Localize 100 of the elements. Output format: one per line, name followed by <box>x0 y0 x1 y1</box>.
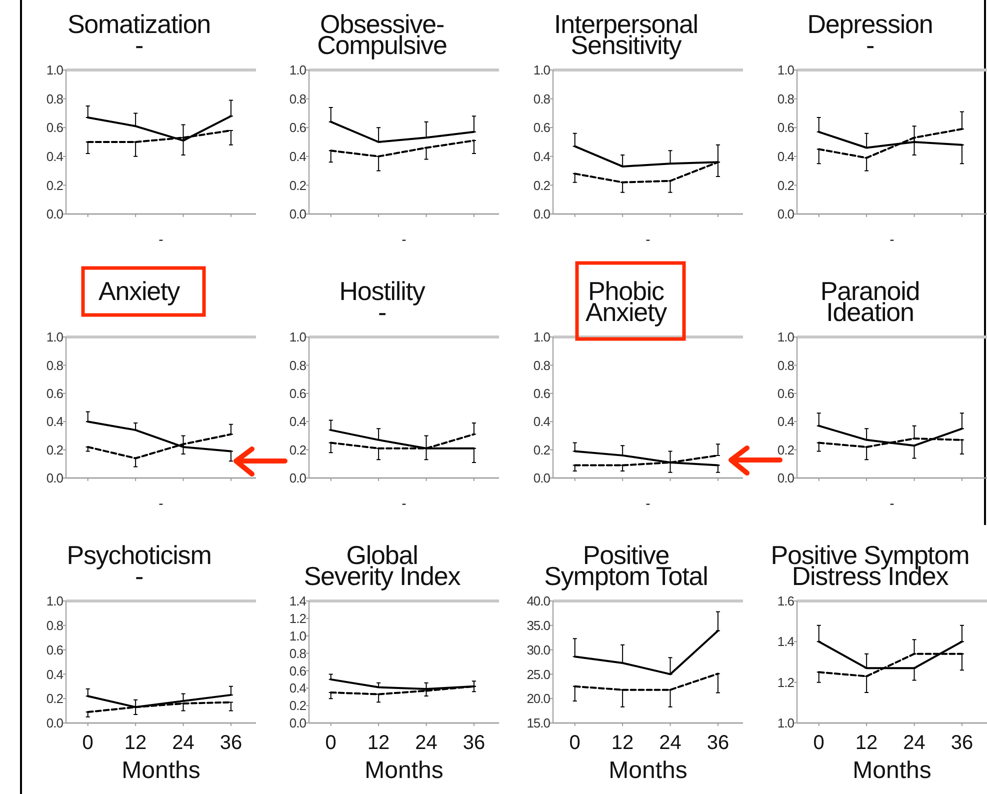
x-axis-title: - <box>890 495 895 511</box>
y-tick-label: 0.6 <box>46 386 64 401</box>
y-tick-label: 0.2 <box>533 178 550 193</box>
y-tick-label: 35.0 <box>526 618 550 633</box>
chart-title: Paranoid Ideation <box>820 276 920 327</box>
y-tick-label: 1.0 <box>533 330 550 345</box>
y-tick-label: 0.4 <box>289 680 306 696</box>
y-tick-label: 1.0 <box>777 330 794 345</box>
y-tick-label: 0.8 <box>289 358 306 373</box>
x-axis-title: - <box>646 231 651 247</box>
y-tick-label: 0.4 <box>46 148 64 164</box>
y-tick-label: 0.6 <box>533 386 550 401</box>
y-tick-label: 0.0 <box>533 206 550 222</box>
x-tick-label: 0 <box>569 732 580 754</box>
y-tick-label: 15.0 <box>526 716 550 731</box>
x-axis-title: Months <box>608 757 688 784</box>
x-tick-label: 36 <box>706 732 730 754</box>
y-tick-label: 1.0 <box>777 62 794 78</box>
chart-title: Global Severity Index <box>304 540 461 591</box>
y-tick-label: 1.4 <box>777 634 794 650</box>
y-tick-label: 1.0 <box>289 330 306 345</box>
y-tick-label: 0.0 <box>46 716 64 731</box>
x-tick-label: 12 <box>855 732 878 754</box>
chart-title: Hostility - <box>339 276 426 327</box>
y-tick-label: 0.4 <box>46 414 64 430</box>
x-tick-label: 36 <box>950 732 974 754</box>
y-tick-label: 0.6 <box>46 120 64 136</box>
x-tick-label: 24 <box>172 732 194 754</box>
y-tick-label: 0.0 <box>777 206 794 222</box>
y-tick-label: 30.0 <box>526 642 550 658</box>
y-tick-label: 0.2 <box>533 442 550 458</box>
chart-title: Positive Symptom Distress Index <box>770 540 970 591</box>
chart-title: Somatization - <box>67 9 211 60</box>
y-tick-label: 0.2 <box>777 442 794 458</box>
y-tick-label: 25.0 <box>526 666 550 682</box>
y-tick-label: 0.0 <box>289 716 306 731</box>
chart-title: Obsessive- Compulsive <box>317 9 448 60</box>
y-tick-label: 0.6 <box>289 120 306 136</box>
y-tick-label: 1.0 <box>46 594 64 609</box>
y-tick-label: 0.4 <box>777 414 794 430</box>
y-tick-label: 0.6 <box>777 120 794 136</box>
y-tick-label: 0.8 <box>46 618 64 633</box>
x-tick-label: 0 <box>813 732 824 754</box>
y-tick-label: 0.4 <box>289 148 306 164</box>
x-tick-label: 24 <box>415 732 438 754</box>
chart-title: Phobic Anxiety <box>585 276 668 327</box>
chart-title: Anxiety <box>98 276 180 306</box>
chart-title: Positive Symptom Total <box>544 540 708 591</box>
y-tick-label: 0.2 <box>777 178 794 193</box>
y-tick-label: 1.4 <box>289 594 306 609</box>
y-tick-label: 0.8 <box>289 646 306 661</box>
y-tick-label: 0.6 <box>777 386 794 401</box>
x-tick-label: 12 <box>611 732 634 754</box>
x-axis-title: - <box>402 231 407 247</box>
y-tick-label: 0.2 <box>46 691 64 706</box>
y-tick-label: 0.0 <box>289 206 306 222</box>
x-axis-title: - <box>890 231 895 247</box>
x-axis-title: - <box>158 495 164 511</box>
y-tick-label: 1.0 <box>289 62 306 78</box>
y-tick-label: 0.2 <box>289 178 306 193</box>
y-tick-label: 0.6 <box>289 663 306 678</box>
y-tick-label: 1.0 <box>533 62 550 78</box>
y-tick-label: 0.8 <box>777 91 794 106</box>
y-tick-label: 0.8 <box>289 91 306 106</box>
x-tick-label: 36 <box>220 732 242 754</box>
y-tick-label: 0.0 <box>289 470 306 486</box>
y-tick-label: 20.0 <box>526 691 550 706</box>
y-tick-label: 0.2 <box>46 178 64 193</box>
chart-title: Depression - <box>807 9 933 60</box>
x-axis-title: - <box>402 495 407 511</box>
y-tick-label: 1.0 <box>777 716 794 731</box>
y-tick-label: 1.0 <box>46 330 64 345</box>
y-tick-label: 0.8 <box>46 358 64 373</box>
y-tick-label: 0.2 <box>289 698 306 714</box>
chart-title: Interpersonal Sensitivity <box>554 9 698 60</box>
x-axis-title: Months <box>852 757 932 784</box>
x-tick-label: 12 <box>124 732 147 754</box>
y-tick-label: 0.6 <box>533 120 550 136</box>
y-tick-label: 1.2 <box>777 674 794 690</box>
y-tick-label: 0.0 <box>46 470 64 486</box>
y-tick-label: 0.6 <box>289 386 306 401</box>
y-tick-label: 0.8 <box>533 91 550 106</box>
x-tick-label: 0 <box>82 732 94 754</box>
chart-title: Psychoticism - <box>66 540 212 591</box>
y-tick-label: 40.0 <box>526 594 550 609</box>
y-tick-label: 0.6 <box>46 642 64 658</box>
y-tick-label: 0.4 <box>289 414 306 430</box>
y-tick-label: 0.0 <box>46 206 64 222</box>
y-tick-label: 0.2 <box>289 442 306 458</box>
y-tick-label: 1.2 <box>289 610 306 626</box>
x-tick-label: 12 <box>367 732 390 754</box>
x-tick-label: 36 <box>462 732 486 754</box>
y-tick-label: 1.0 <box>289 628 306 644</box>
y-tick-label: 0.4 <box>777 148 794 164</box>
y-tick-label: 0.4 <box>533 148 550 164</box>
x-tick-label: 0 <box>325 732 336 754</box>
y-tick-label: 0.8 <box>777 358 794 373</box>
y-tick-label: 0.8 <box>46 91 64 106</box>
y-tick-label: 0.0 <box>533 470 550 486</box>
y-tick-label: 0.2 <box>46 442 64 458</box>
